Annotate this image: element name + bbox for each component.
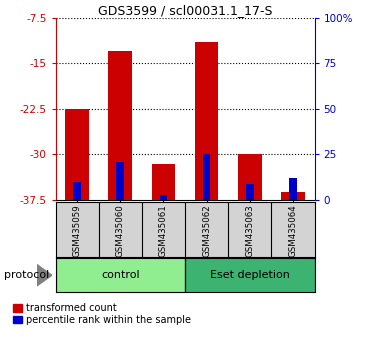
Bar xyxy=(289,177,297,200)
Text: Eset depletion: Eset depletion xyxy=(210,270,290,280)
Bar xyxy=(152,164,175,200)
Text: protocol: protocol xyxy=(4,270,49,280)
Text: control: control xyxy=(101,270,139,280)
Bar xyxy=(281,192,305,200)
Text: GSM435064: GSM435064 xyxy=(289,205,297,257)
Bar xyxy=(238,154,262,200)
Bar xyxy=(73,182,81,200)
Bar xyxy=(203,154,211,200)
Title: GDS3599 / scl00031.1_17-S: GDS3599 / scl00031.1_17-S xyxy=(98,4,272,17)
Text: GSM435063: GSM435063 xyxy=(245,205,254,257)
Text: GSM435061: GSM435061 xyxy=(159,205,168,257)
Polygon shape xyxy=(37,265,52,286)
Text: GSM435060: GSM435060 xyxy=(116,205,125,257)
Text: GSM435059: GSM435059 xyxy=(73,205,81,257)
Bar xyxy=(108,51,132,200)
Bar xyxy=(246,184,254,200)
Bar xyxy=(185,258,314,292)
Bar xyxy=(159,195,167,200)
Bar xyxy=(117,162,124,200)
Bar xyxy=(65,109,89,200)
Bar xyxy=(56,258,185,292)
Text: GSM435062: GSM435062 xyxy=(202,205,211,257)
Bar xyxy=(195,42,218,200)
Legend: transformed count, percentile rank within the sample: transformed count, percentile rank withi… xyxy=(12,302,192,326)
